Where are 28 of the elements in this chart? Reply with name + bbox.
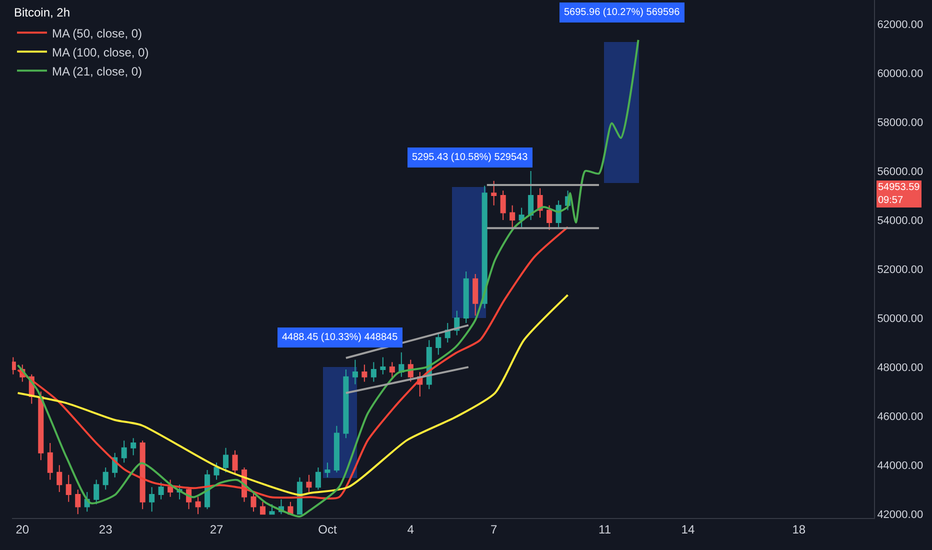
y-tick-label: 48000.00 (877, 362, 924, 374)
legend-label: MA (100, close, 0) (52, 45, 149, 60)
y-tick-label: 56000.00 (877, 166, 924, 178)
x-tick-label: 4 (407, 522, 414, 536)
x-tick-label: 18 (792, 522, 806, 536)
data-label: 4488.45 (10.33%) 448845 (282, 332, 398, 343)
x-tick-label: 14 (681, 522, 695, 536)
y-tick-label: 60000.00 (877, 68, 924, 80)
x-tick-label: 27 (210, 522, 224, 536)
y-tick-label: 62000.00 (877, 18, 924, 31)
y-tick-label: 58000.00 (877, 116, 924, 129)
y-tick-label: 46000.00 (877, 410, 924, 423)
x-tick-label: 20 (16, 522, 30, 536)
x-tick-label: 23 (98, 522, 113, 536)
legend-label: MA (50, close, 0) (52, 26, 142, 40)
x-tick-label: Oct (318, 522, 338, 536)
text: 54953.59 09:57 (878, 182, 920, 206)
data-label: 5295.43 (10.58%) 529543 (412, 152, 528, 163)
y-tick-label: 42000.00 (877, 508, 924, 521)
x-tick-label: 11 (598, 522, 612, 536)
y-tick-label: 54000.00 (877, 214, 924, 227)
data-label: 5695.96 (10.27%) 569596 (564, 7, 680, 18)
y-tick-label: 44000.00 (877, 460, 924, 472)
legend-label: MA (21, close, 0) (52, 64, 142, 78)
text: Bitcoin, 2h (14, 6, 70, 20)
x-tick-label: 7 (490, 522, 498, 536)
y-tick-label: 52000.00 (877, 264, 924, 276)
y-tick-label: 50000.00 (877, 312, 924, 325)
